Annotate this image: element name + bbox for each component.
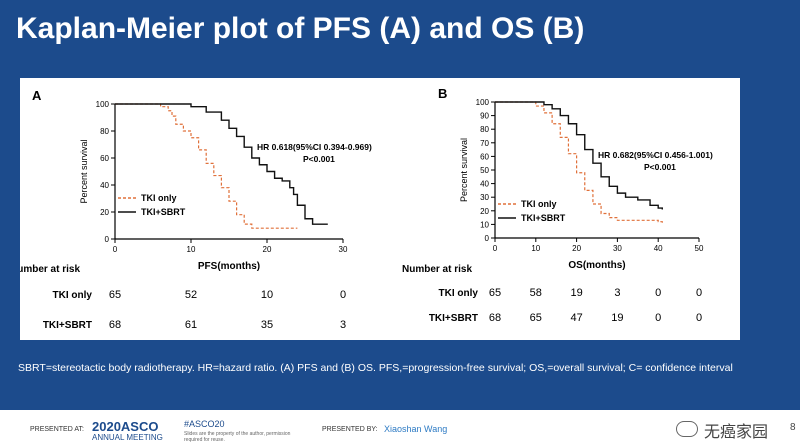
chart-b-x-tick-label: 20	[572, 244, 581, 253]
chart-b-y-tick-label: 10	[480, 220, 489, 229]
chart-b-risk-value: 19	[570, 287, 582, 299]
chart-b-risk-value: 65	[489, 287, 501, 299]
chart-b-x-tick-label: 10	[531, 244, 540, 253]
chart-a-risk-value: 52	[185, 289, 197, 301]
chart-a-risk-header: Number at risk	[20, 264, 80, 275]
chart-b-y-axis-label: Percent survival	[459, 138, 469, 202]
chart-b-x-tick-label: 30	[613, 244, 622, 253]
chart-b-series-tki-only-line	[495, 101, 663, 225]
chart-a-panel-label: A	[32, 88, 42, 103]
chart-b-y-tick-label: 20	[480, 207, 489, 216]
chart-b-y-tick-label: 90	[480, 112, 489, 121]
chart-a-y-axis-label: Percent survival	[79, 139, 89, 203]
chart-b-risk-row-label: TKI only	[439, 288, 479, 299]
chart-b-risk-value: 0	[696, 287, 702, 299]
chart-a-y-tick-label: 0	[105, 235, 110, 244]
chart-b-risk-value: 0	[655, 287, 661, 299]
footnote: SBRT=stereotactic body radiotherapy. HR=…	[18, 362, 733, 374]
slide-title: Kaplan-Meier plot of PFS (A) and OS (B)	[16, 12, 585, 45]
chart-panel: A 0 20 40 60 80 100 0 10 20 30 Percent survival PFS(…	[10, 78, 740, 340]
chart-b-hr-annotation: HR 0.682(95%CI 0.456-1.001)	[598, 150, 713, 160]
presenter-name: Xiaoshan Wang	[384, 424, 448, 434]
hashtag: #ASCO20	[184, 419, 225, 429]
chart-b-series-tki-sbrt-line	[495, 101, 663, 210]
chart-b-risk-value: 65	[530, 312, 542, 324]
chart-b-legend-label: TKI only	[521, 199, 557, 209]
chart-b-x-tick-label: 0	[493, 244, 498, 253]
page-number: 8	[790, 422, 796, 433]
chart-a-hr-annotation: HR 0.618(95%CI 0.394-0.969)	[257, 142, 372, 152]
chart-a-risk-value: 35	[261, 319, 273, 331]
chart-b-risk-header: Number at risk	[402, 264, 472, 275]
chart-a-risk-value: 0	[340, 289, 346, 301]
chart-b-p-value: P<0.001	[644, 162, 676, 172]
watermark-text: 无癌家园	[704, 424, 769, 441]
chart-b-y-tick-label: 60	[480, 152, 489, 161]
chart-a-x-tick-label: 0	[113, 245, 118, 254]
chart-a-legend-label: TKI only	[141, 193, 177, 203]
chart-b-risk-value: 68	[489, 312, 501, 324]
presented-by-label: PRESENTED BY:	[322, 426, 378, 433]
chart-b-panel-label: B	[438, 86, 447, 101]
chart-a-p-value: P<0.001	[303, 154, 335, 164]
chart-b-risk-value: 0	[655, 312, 661, 324]
chart-a-series-tki-only-line	[115, 103, 298, 229]
chart-b-risk-value: 19	[611, 312, 623, 324]
chart-b-risk-value: 47	[570, 312, 582, 324]
chart-b-y-tick-label: 100	[476, 98, 490, 107]
chart-a-risk-value: 3	[340, 319, 346, 331]
chart-a-y-tick-label: 60	[100, 154, 109, 163]
chart-b-y-tick-label: 80	[480, 125, 489, 134]
chart-b-risk-value: 58	[530, 287, 542, 299]
chart-a-risk-row-label: TKI only	[53, 290, 93, 301]
wechat-icon	[676, 421, 698, 437]
chart-a-risk-value: 68	[109, 319, 121, 331]
chart-a-y-tick-label: 40	[100, 181, 109, 190]
chart-b-y-tick-label: 40	[480, 180, 489, 189]
chart-b-risk-row-label: TKI+SBRT	[429, 313, 478, 324]
chart-a-risk-row-label: TKI+SBRT	[43, 320, 92, 331]
chart-a-y-tick-label: 80	[100, 127, 109, 136]
chart-b-legend-label: TKI+SBRT	[521, 213, 566, 223]
presented-at-label: PRESENTED AT:	[30, 426, 84, 433]
chart-b-y-tick-label: 30	[480, 193, 489, 202]
conference-subtitle: ANNUAL MEETING	[92, 433, 163, 442]
chart-b-x-axis-label: OS(months)	[568, 260, 625, 271]
chart-b-risk-value: 0	[696, 312, 702, 324]
chart-b-risk-value: 3	[614, 287, 620, 299]
conference-logo: 2020ASCO	[92, 419, 159, 434]
hashtag-note: Slides are the property of the author, p…	[184, 431, 291, 443]
chart-a-risk-value: 61	[185, 319, 197, 331]
chart-b-y-tick-label: 70	[480, 139, 489, 148]
chart-a-y-tick-label: 100	[96, 100, 110, 109]
chart-a-legend-label: TKI+SBRT	[141, 207, 186, 217]
chart-a-x-tick-label: 10	[187, 245, 196, 254]
chart-a-risk-value: 65	[109, 289, 121, 301]
chart-b-y-tick-label: 0	[485, 234, 490, 243]
chart-b-x-tick-label: 40	[654, 244, 663, 253]
chart-a-series-tki-sbrt-line	[115, 103, 328, 225]
chart-a-x-axis-label: PFS(months)	[198, 261, 260, 272]
chart-a-risk-value: 10	[261, 289, 273, 301]
chart-a-x-tick-label: 20	[263, 245, 272, 254]
chart-a-y-tick-label: 20	[100, 208, 109, 217]
chart-a-x-tick-label: 30	[339, 245, 348, 254]
chart-b-y-tick-label: 50	[480, 166, 489, 175]
slide-footer: PRESENTED AT: 2020ASCO ANNUAL MEETING #A…	[0, 410, 800, 448]
chart-b-x-tick-label: 50	[695, 244, 704, 253]
